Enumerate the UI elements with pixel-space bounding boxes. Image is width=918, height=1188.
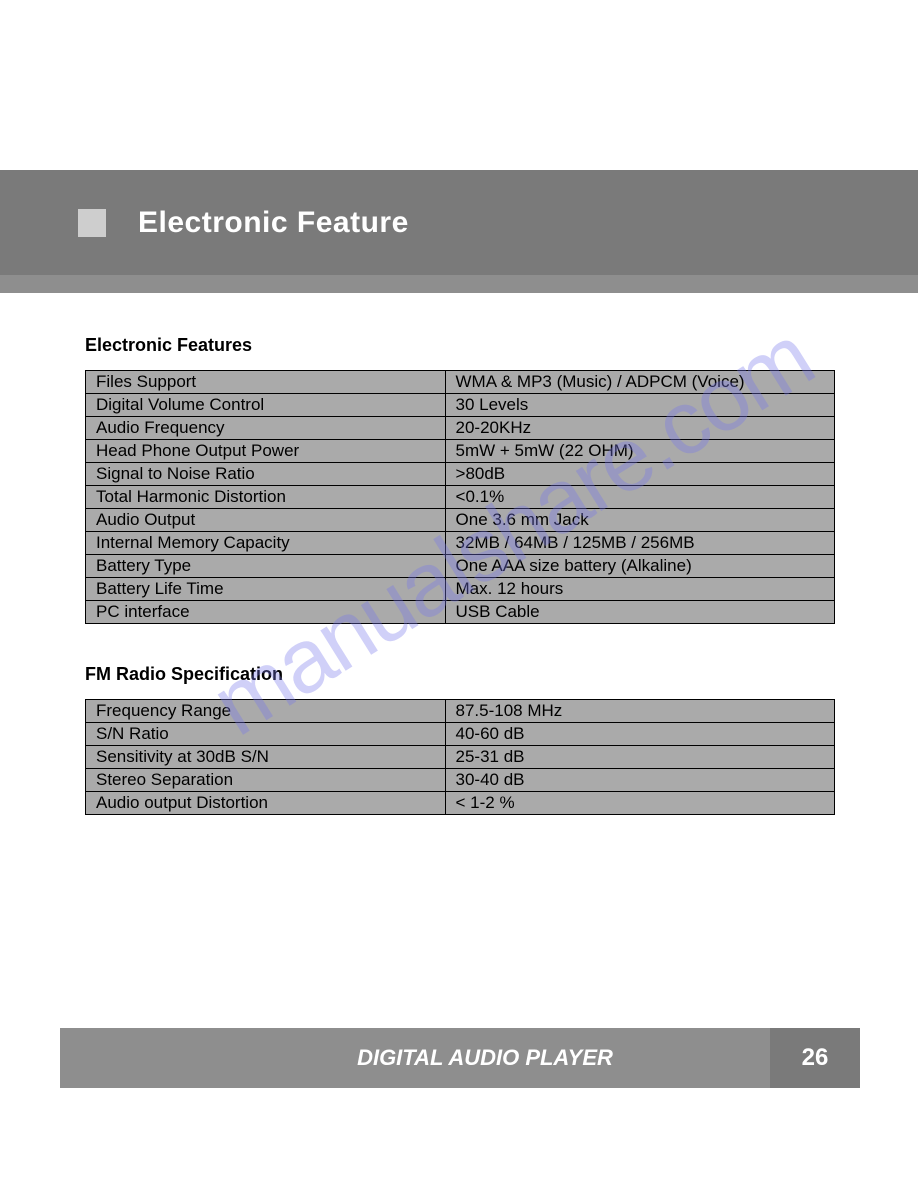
header-title: Electronic Feature bbox=[138, 206, 409, 240]
spec-value: 87.5-108 MHz bbox=[445, 700, 834, 723]
spec-label: Audio Output bbox=[86, 509, 446, 532]
footer-title: DIGITAL AUDIO PLAYER bbox=[60, 1045, 770, 1071]
header-bar: Electronic Feature bbox=[0, 170, 918, 275]
spec-value: One AAA size battery (Alkaline) bbox=[445, 555, 834, 578]
spec-value: <0.1% bbox=[445, 486, 834, 509]
table-row: Files SupportWMA & MP3 (Music) / ADPCM (… bbox=[86, 371, 835, 394]
spec-value: USB Cable bbox=[445, 601, 834, 624]
spec-label: Internal Memory Capacity bbox=[86, 532, 446, 555]
spec-label: Frequency Range bbox=[86, 700, 446, 723]
table-row: Battery TypeOne AAA size battery (Alkali… bbox=[86, 555, 835, 578]
spec-label: Files Support bbox=[86, 371, 446, 394]
spec-value: WMA & MP3 (Music) / ADPCM (Voice) bbox=[445, 371, 834, 394]
table-row: Stereo Separation30-40 dB bbox=[86, 769, 835, 792]
table-row: Audio OutputOne 3.6 mm Jack bbox=[86, 509, 835, 532]
spec-label: Total Harmonic Distortion bbox=[86, 486, 446, 509]
spec-label: Signal to Noise Ratio bbox=[86, 463, 446, 486]
spec-label: Audio output Distortion bbox=[86, 792, 446, 815]
spec-value: 40-60 dB bbox=[445, 723, 834, 746]
table-row: Battery Life TimeMax. 12 hours bbox=[86, 578, 835, 601]
spec-label: S/N Ratio bbox=[86, 723, 446, 746]
spec-label: Sensitivity at 30dB S/N bbox=[86, 746, 446, 769]
table-row: Head Phone Output Power5mW + 5mW (22 OHM… bbox=[86, 440, 835, 463]
table-row: Digital Volume Control30 Levels bbox=[86, 394, 835, 417]
spec-value: 25-31 dB bbox=[445, 746, 834, 769]
spec-label: Battery Life Time bbox=[86, 578, 446, 601]
table-row: Total Harmonic Distortion<0.1% bbox=[86, 486, 835, 509]
section1-heading: Electronic Features bbox=[85, 335, 835, 356]
spec-value: 20-20KHz bbox=[445, 417, 834, 440]
spec-label: Digital Volume Control bbox=[86, 394, 446, 417]
content-area: Electronic Features Files SupportWMA & M… bbox=[85, 335, 835, 815]
spec-value: 30-40 dB bbox=[445, 769, 834, 792]
electronic-features-table: Files SupportWMA & MP3 (Music) / ADPCM (… bbox=[85, 370, 835, 624]
spec-value: 32MB / 64MB / 125MB / 256MB bbox=[445, 532, 834, 555]
spec-value: One 3.6 mm Jack bbox=[445, 509, 834, 532]
spec-label: Audio Frequency bbox=[86, 417, 446, 440]
table-row: PC interfaceUSB Cable bbox=[86, 601, 835, 624]
table-row: Sensitivity at 30dB S/N25-31 dB bbox=[86, 746, 835, 769]
spec-value: 30 Levels bbox=[445, 394, 834, 417]
spec-label: Stereo Separation bbox=[86, 769, 446, 792]
spec-label: PC interface bbox=[86, 601, 446, 624]
spec-value: Max. 12 hours bbox=[445, 578, 834, 601]
header-square-icon bbox=[78, 209, 106, 237]
table-row: Frequency Range87.5-108 MHz bbox=[86, 700, 835, 723]
footer-bar: DIGITAL AUDIO PLAYER 26 bbox=[60, 1028, 860, 1088]
spec-value: >80dB bbox=[445, 463, 834, 486]
table-row: Signal to Noise Ratio>80dB bbox=[86, 463, 835, 486]
table-row: Audio output Distortion< 1-2 % bbox=[86, 792, 835, 815]
table-row: Audio Frequency20-20KHz bbox=[86, 417, 835, 440]
header-accent-bar bbox=[0, 275, 918, 293]
fm-radio-table: Frequency Range87.5-108 MHz S/N Ratio40-… bbox=[85, 699, 835, 815]
spec-value: < 1-2 % bbox=[445, 792, 834, 815]
page-number: 26 bbox=[770, 1028, 860, 1088]
table-row: Internal Memory Capacity32MB / 64MB / 12… bbox=[86, 532, 835, 555]
table-row: S/N Ratio40-60 dB bbox=[86, 723, 835, 746]
spec-value: 5mW + 5mW (22 OHM) bbox=[445, 440, 834, 463]
section2-heading: FM Radio Specification bbox=[85, 664, 835, 685]
spec-label: Battery Type bbox=[86, 555, 446, 578]
spec-label: Head Phone Output Power bbox=[86, 440, 446, 463]
